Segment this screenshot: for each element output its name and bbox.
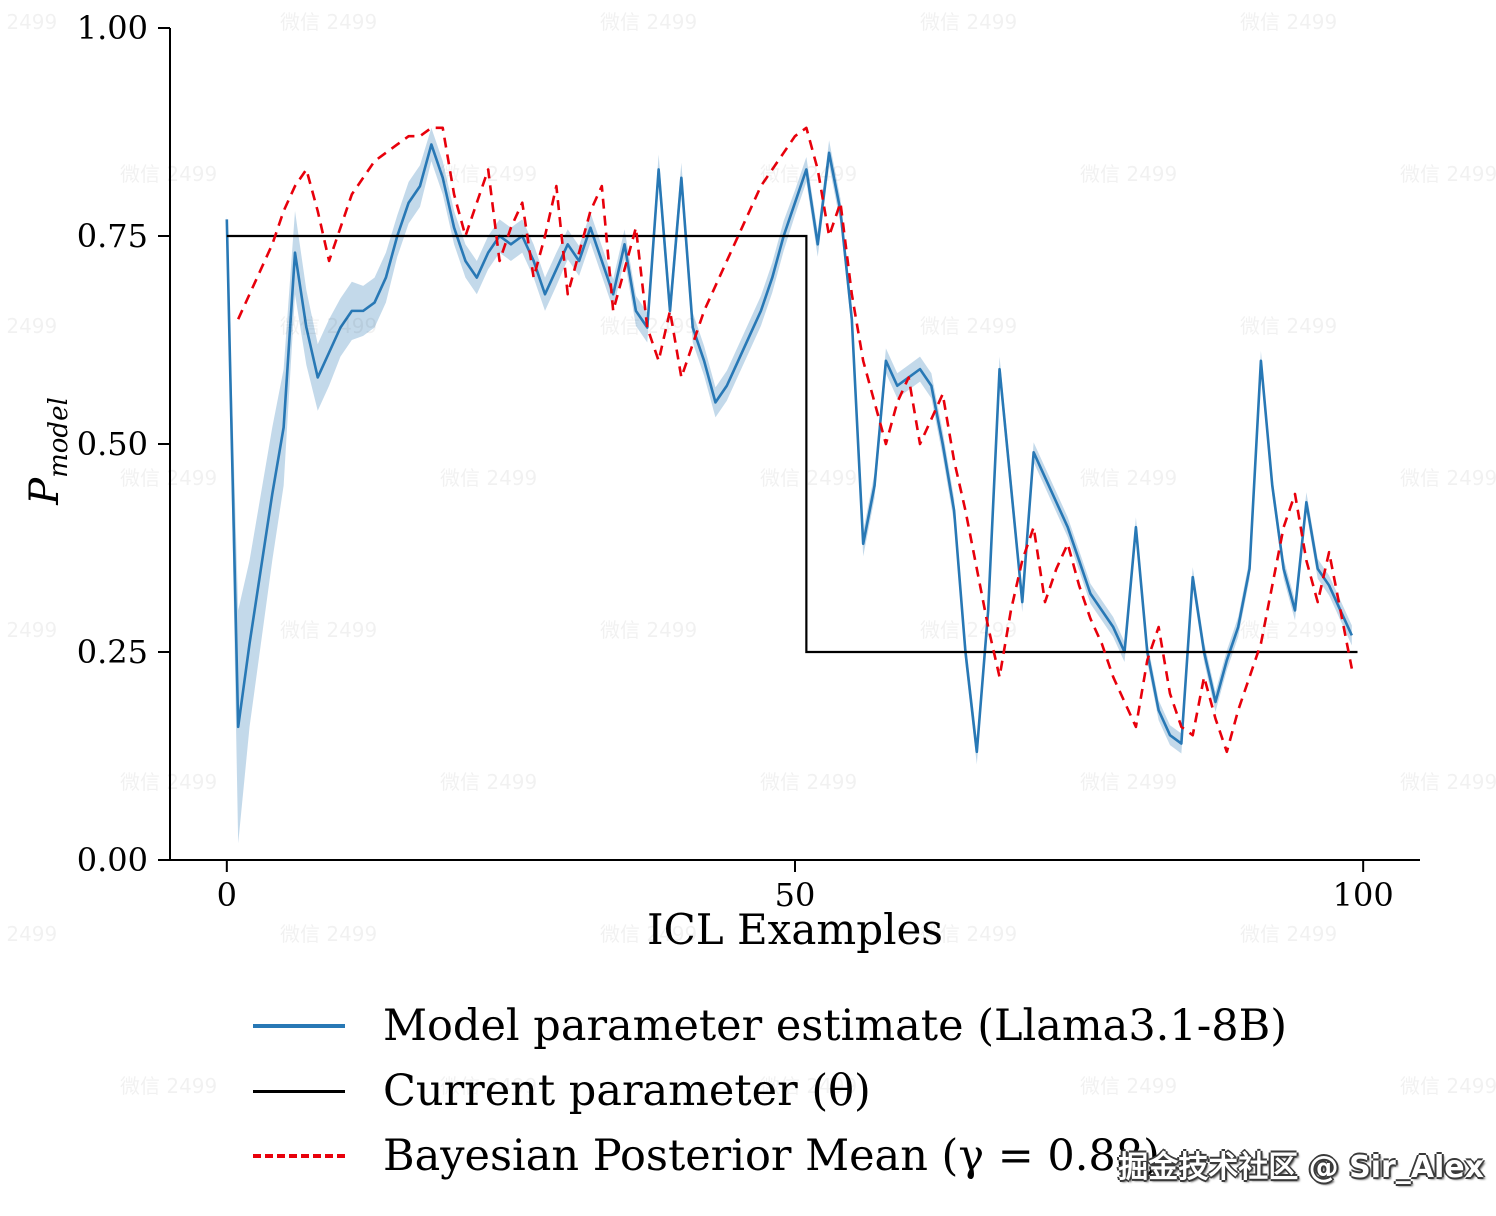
y-tick-label: 0.75 (77, 217, 148, 255)
legend-label-current-parameter: Current parameter (θ) (383, 1066, 871, 1116)
series-model-estimate (225, 143, 1354, 754)
legend-swatch-red-dashed-line (253, 1154, 345, 1158)
legend-label-bayesian-posterior: Bayesian Posterior Mean (γ = 0.88) (383, 1131, 1160, 1181)
legend: Model parameter estimate (Llama3.1-8B) C… (253, 1001, 1287, 1181)
y-axis-label-subscript: model (44, 397, 74, 478)
x-tick-label: 0 (217, 876, 237, 914)
x-tick-label: 100 (1333, 876, 1394, 914)
legend-swatch-blue-line (253, 1024, 345, 1028)
y-axis-label-symbol: P (22, 477, 68, 505)
legend-item-bayesian-posterior: Bayesian Posterior Mean (γ = 0.88) (253, 1131, 1287, 1181)
watermark-credit: 掘金技术社区 @ Sir_Alex (1118, 1150, 1484, 1185)
legend-swatch-black-line (253, 1089, 345, 1093)
x-tick-label: 50 (775, 876, 816, 914)
y-tick-label: 1.00 (77, 9, 148, 47)
y-tick-label: 0.50 (77, 425, 148, 463)
y-tick-label: 0.25 (77, 633, 148, 671)
series-bayesian-posterior (236, 126, 1354, 754)
series-current-parameter (226, 234, 1358, 654)
legend-label-model-estimate: Model parameter estimate (Llama3.1-8B) (383, 1001, 1287, 1051)
y-tick-label: 0.00 (77, 841, 148, 879)
y-axis-label: Pmodel (22, 341, 74, 561)
legend-item-current-parameter: Current parameter (θ) (253, 1066, 1287, 1116)
legend-item-model-estimate: Model parameter estimate (Llama3.1-8B) (253, 1001, 1287, 1051)
x-axis-label: ICL Examples (647, 905, 943, 954)
